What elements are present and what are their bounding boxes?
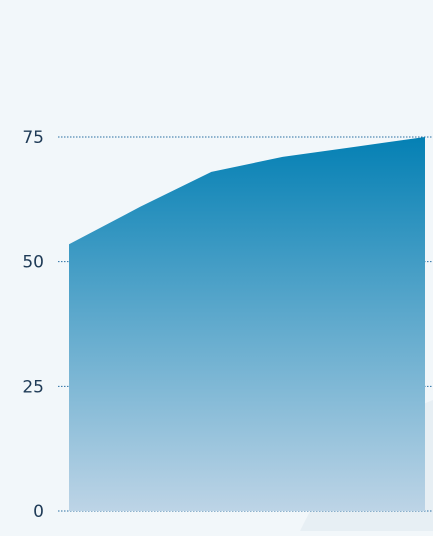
y-tick-label-25: 25 [22,377,44,397]
area-series [69,137,425,511]
y-tick-label-50: 50 [22,253,44,273]
y-tick-labels: 0 25 50 75 [22,128,44,522]
y-tick-label-0: 0 [33,502,44,522]
series-area [69,137,425,511]
y-tick-label-75: 75 [22,128,44,148]
